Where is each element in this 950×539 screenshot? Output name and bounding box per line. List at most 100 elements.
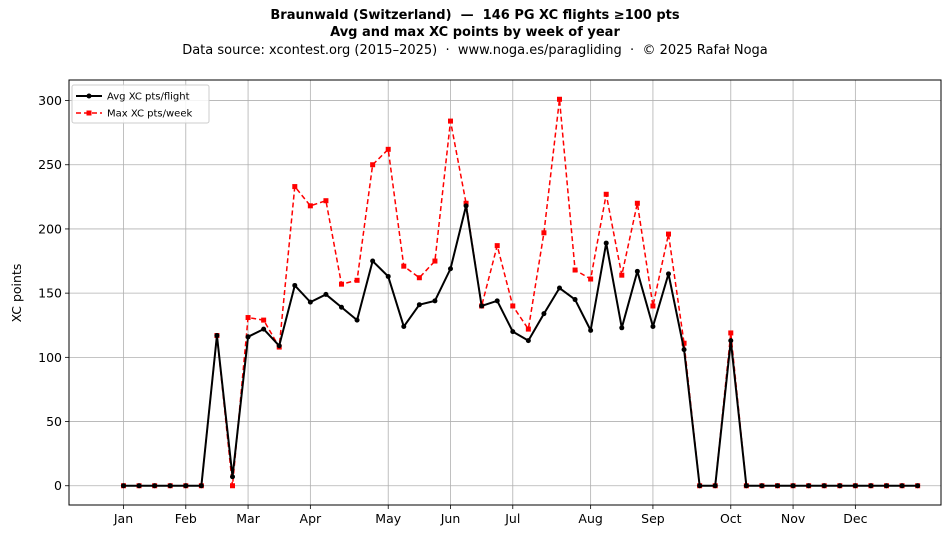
x-tick-label: Oct: [720, 511, 742, 526]
data-point-avg: [183, 483, 189, 489]
data-point-max: [666, 231, 671, 237]
data-point-avg: [759, 483, 765, 489]
data-point-avg: [416, 302, 422, 308]
data-point-max: [463, 200, 469, 206]
y-tick-label: 300: [38, 93, 62, 108]
data-point-max: [681, 340, 687, 346]
data-point-avg: [230, 474, 235, 480]
data-point-avg: [401, 324, 407, 330]
data-point-max: [541, 230, 547, 236]
data-point-avg: [634, 268, 640, 274]
chart-title: Braunwald (Switzerland) — 146 PG XC flig…: [270, 8, 680, 23]
series-line-max: [123, 98, 918, 487]
data-point-avg: [775, 483, 780, 489]
data-point-avg: [728, 338, 734, 344]
data-point-max: [245, 315, 251, 321]
data-point-max: [650, 303, 656, 309]
data-point-avg: [852, 483, 858, 489]
data-point-avg: [323, 291, 329, 297]
data-point-max: [323, 198, 329, 204]
chart-title-line2: Avg and max XC points by week of year: [330, 25, 620, 40]
data-point-avg: [743, 483, 749, 489]
y-tick-label: 200: [38, 221, 62, 236]
data-point-max: [261, 317, 267, 323]
data-point-max: [494, 243, 500, 249]
legend-box: [71, 84, 210, 124]
data-point-avg: [510, 329, 516, 335]
data-point-max: [448, 118, 453, 124]
data-point-avg: [666, 271, 671, 277]
y-tick-label: 100: [38, 350, 62, 365]
axes: 0 50 100 150 200 250 300 Jan Feb Mar Apr May Jun Jul A…: [38, 93, 867, 526]
data-point-avg: [339, 304, 344, 310]
data-point-avg: [712, 483, 718, 489]
x-tick-label: Jul: [504, 511, 520, 526]
data-point-max: [619, 272, 625, 278]
grid: [69, 80, 941, 505]
data-point-avg: [884, 483, 889, 489]
data-point-avg: [370, 258, 376, 264]
data-point-avg: [354, 317, 360, 323]
x-tick-label: Apr: [300, 511, 322, 526]
data-point-max: [525, 326, 531, 332]
data-point-avg: [790, 483, 796, 489]
data-point-max: [634, 200, 640, 206]
data-point-avg: [261, 326, 267, 332]
data-point-avg: [541, 311, 547, 317]
y-tick-label: 150: [38, 286, 62, 301]
legend-label-max: Max XC pts/week: [107, 109, 192, 120]
data-point-avg: [276, 343, 282, 349]
data-point-max: [510, 303, 516, 309]
data-point-max: [370, 162, 376, 168]
data-point-avg: [432, 298, 438, 304]
x-tick-label: Sep: [641, 511, 665, 526]
data-point-avg: [572, 297, 578, 303]
x-tick-label: May: [375, 511, 401, 526]
data-point-max: [557, 96, 562, 102]
data-point-avg: [525, 338, 531, 344]
data-point-avg: [915, 483, 921, 489]
x-tick-label: Nov: [781, 511, 806, 526]
data-point-avg: [307, 299, 313, 305]
x-tick-label: Mar: [236, 511, 260, 526]
data-point-max: [728, 330, 734, 336]
y-axis-label: XC points: [9, 264, 24, 323]
data-point-avg: [868, 483, 874, 489]
data-point-avg: [619, 325, 625, 331]
data-point-max: [339, 281, 344, 287]
data-point-avg: [821, 483, 827, 489]
data-point-max: [401, 263, 407, 269]
data-point-max: [432, 258, 438, 264]
data-point-avg: [292, 282, 298, 288]
data-point-avg: [463, 203, 469, 209]
plot-frame: [68, 79, 942, 506]
data-point-avg: [650, 324, 656, 330]
data-point-max: [354, 277, 360, 283]
data-point-avg: [214, 333, 220, 339]
data-point-avg: [588, 327, 594, 333]
x-tick-label: Jan: [113, 511, 133, 526]
data-point-avg: [198, 483, 204, 489]
legend-label-avg: Avg XC pts/flight: [107, 92, 190, 103]
data-point-avg: [136, 483, 142, 489]
data-point-max: [307, 203, 313, 209]
data-point-avg: [806, 483, 812, 489]
data-point-avg: [152, 483, 158, 489]
data-point-avg: [557, 285, 562, 291]
data-point-avg: [697, 483, 703, 489]
data-point-avg: [603, 240, 609, 246]
data-point-max: [572, 267, 578, 273]
x-tick-label: Dec: [843, 511, 867, 526]
data-point-avg: [479, 303, 485, 309]
data-point-max: [230, 483, 235, 489]
y-tick-label: 250: [38, 157, 62, 172]
y-tick-label: 50: [46, 414, 62, 429]
data-point-avg: [385, 273, 391, 279]
data-point-avg: [899, 483, 905, 489]
series-line-avg: [123, 204, 918, 487]
legend-marker-max: [86, 110, 92, 116]
y-tick-label: 0: [54, 478, 62, 493]
chart-subtitle: Data source: xcontest.org (2015–2025) · …: [182, 43, 768, 58]
data-point-avg: [121, 483, 126, 489]
